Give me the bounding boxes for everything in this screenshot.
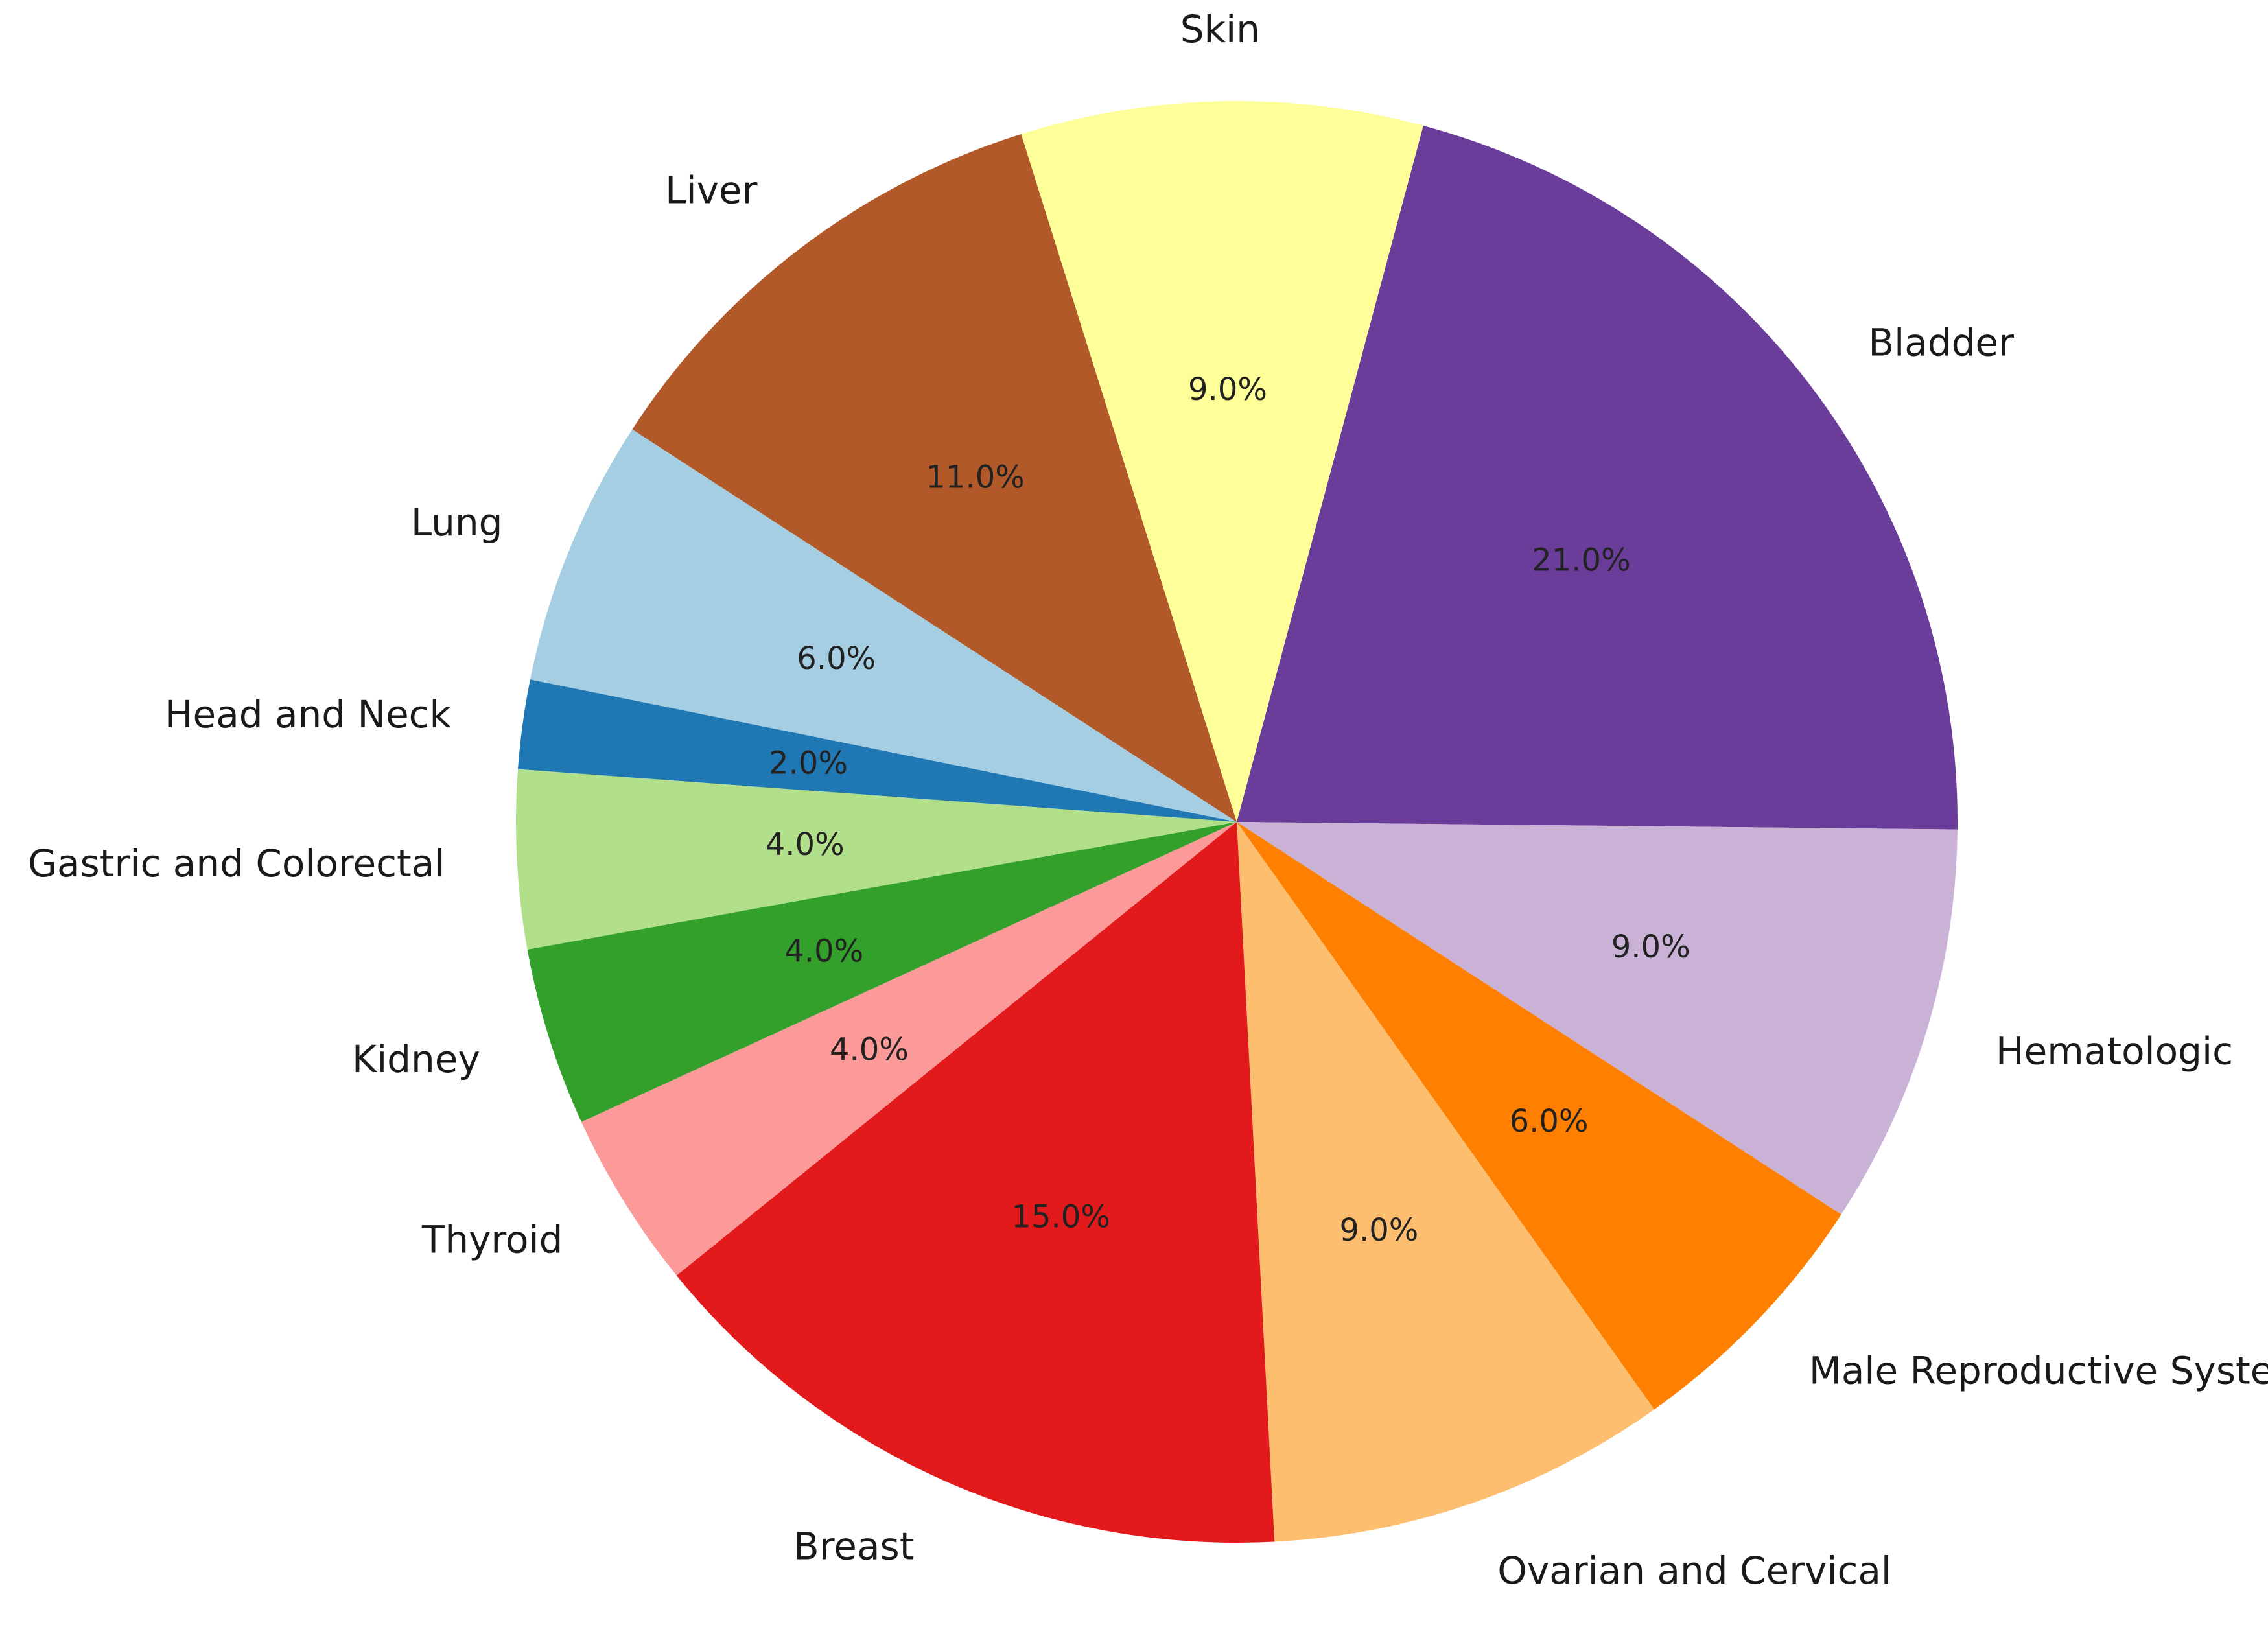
slice-liver: [632, 134, 1237, 822]
pie-slices: [516, 100, 1958, 1543]
slice-bladder: [1237, 125, 1958, 830]
category-labels: Bladder Hematologic Male Reproductive Syst…: [28, 7, 2268, 1593]
category-label-skin: Skin: [1180, 7, 1260, 51]
category-label-bladder: Bladder: [1868, 320, 2014, 364]
category-label-kidney: Kidney: [352, 1037, 480, 1081]
category-label-thyroid: Thyroid: [421, 1218, 563, 1262]
pct-label-liver: 11.0%: [926, 460, 1024, 496]
pct-label-kidney: 4.0%: [784, 933, 863, 970]
slice-kidney: [527, 822, 1237, 1122]
category-label-male-reproductive-system: Male Reproductive System: [1809, 1349, 2268, 1393]
slice-thyroid: [581, 822, 1237, 1276]
pct-label-lung: 6.0%: [797, 640, 876, 677]
category-label-liver: Liver: [665, 169, 757, 213]
slice-ovarian-and-cervical: [1237, 822, 1655, 1542]
pct-label-bladder: 21.0%: [1532, 543, 1630, 579]
percent-labels: 21.0% 9.0% 6.0% 9.0% 15.0% 4.0% 4.0% 4.0% 2.0% 6.…: [766, 371, 1690, 1248]
pct-label-thyroid: 4.0%: [830, 1032, 909, 1068]
slice-lung: [530, 429, 1237, 822]
pct-label-head-and-neck: 2.0%: [769, 745, 848, 781]
category-label-head-and-neck: Head and Neck: [165, 692, 452, 736]
slice-breast: [676, 822, 1275, 1543]
pct-label-male-reproductive-system: 6.0%: [1510, 1103, 1589, 1140]
slice-gastric-and-colorectal: [516, 769, 1237, 950]
slice-skin: [1021, 100, 1423, 822]
pct-label-hematologic: 9.0%: [1611, 929, 1690, 965]
category-label-breast: Breast: [793, 1524, 915, 1568]
slice-head-and-neck: [517, 679, 1237, 822]
slice-hematologic: [1237, 822, 1958, 1215]
category-label-lung: Lung: [411, 500, 503, 544]
pct-label-ovarian-and-cervical: 9.0%: [1339, 1212, 1418, 1248]
category-label-hematologic: Hematologic: [1996, 1029, 2233, 1073]
pct-label-skin: 9.0%: [1188, 371, 1267, 408]
pct-label-breast: 15.0%: [1011, 1199, 1110, 1235]
category-label-ovarian-and-cervical: Ovarian and Cervical: [1497, 1549, 1891, 1593]
pct-label-gastric-and-colorectal: 4.0%: [766, 826, 845, 863]
category-label-gastric-and-colorectal: Gastric and Colorectal: [28, 841, 445, 885]
slice-male-reproductive-system: [1237, 822, 1841, 1410]
